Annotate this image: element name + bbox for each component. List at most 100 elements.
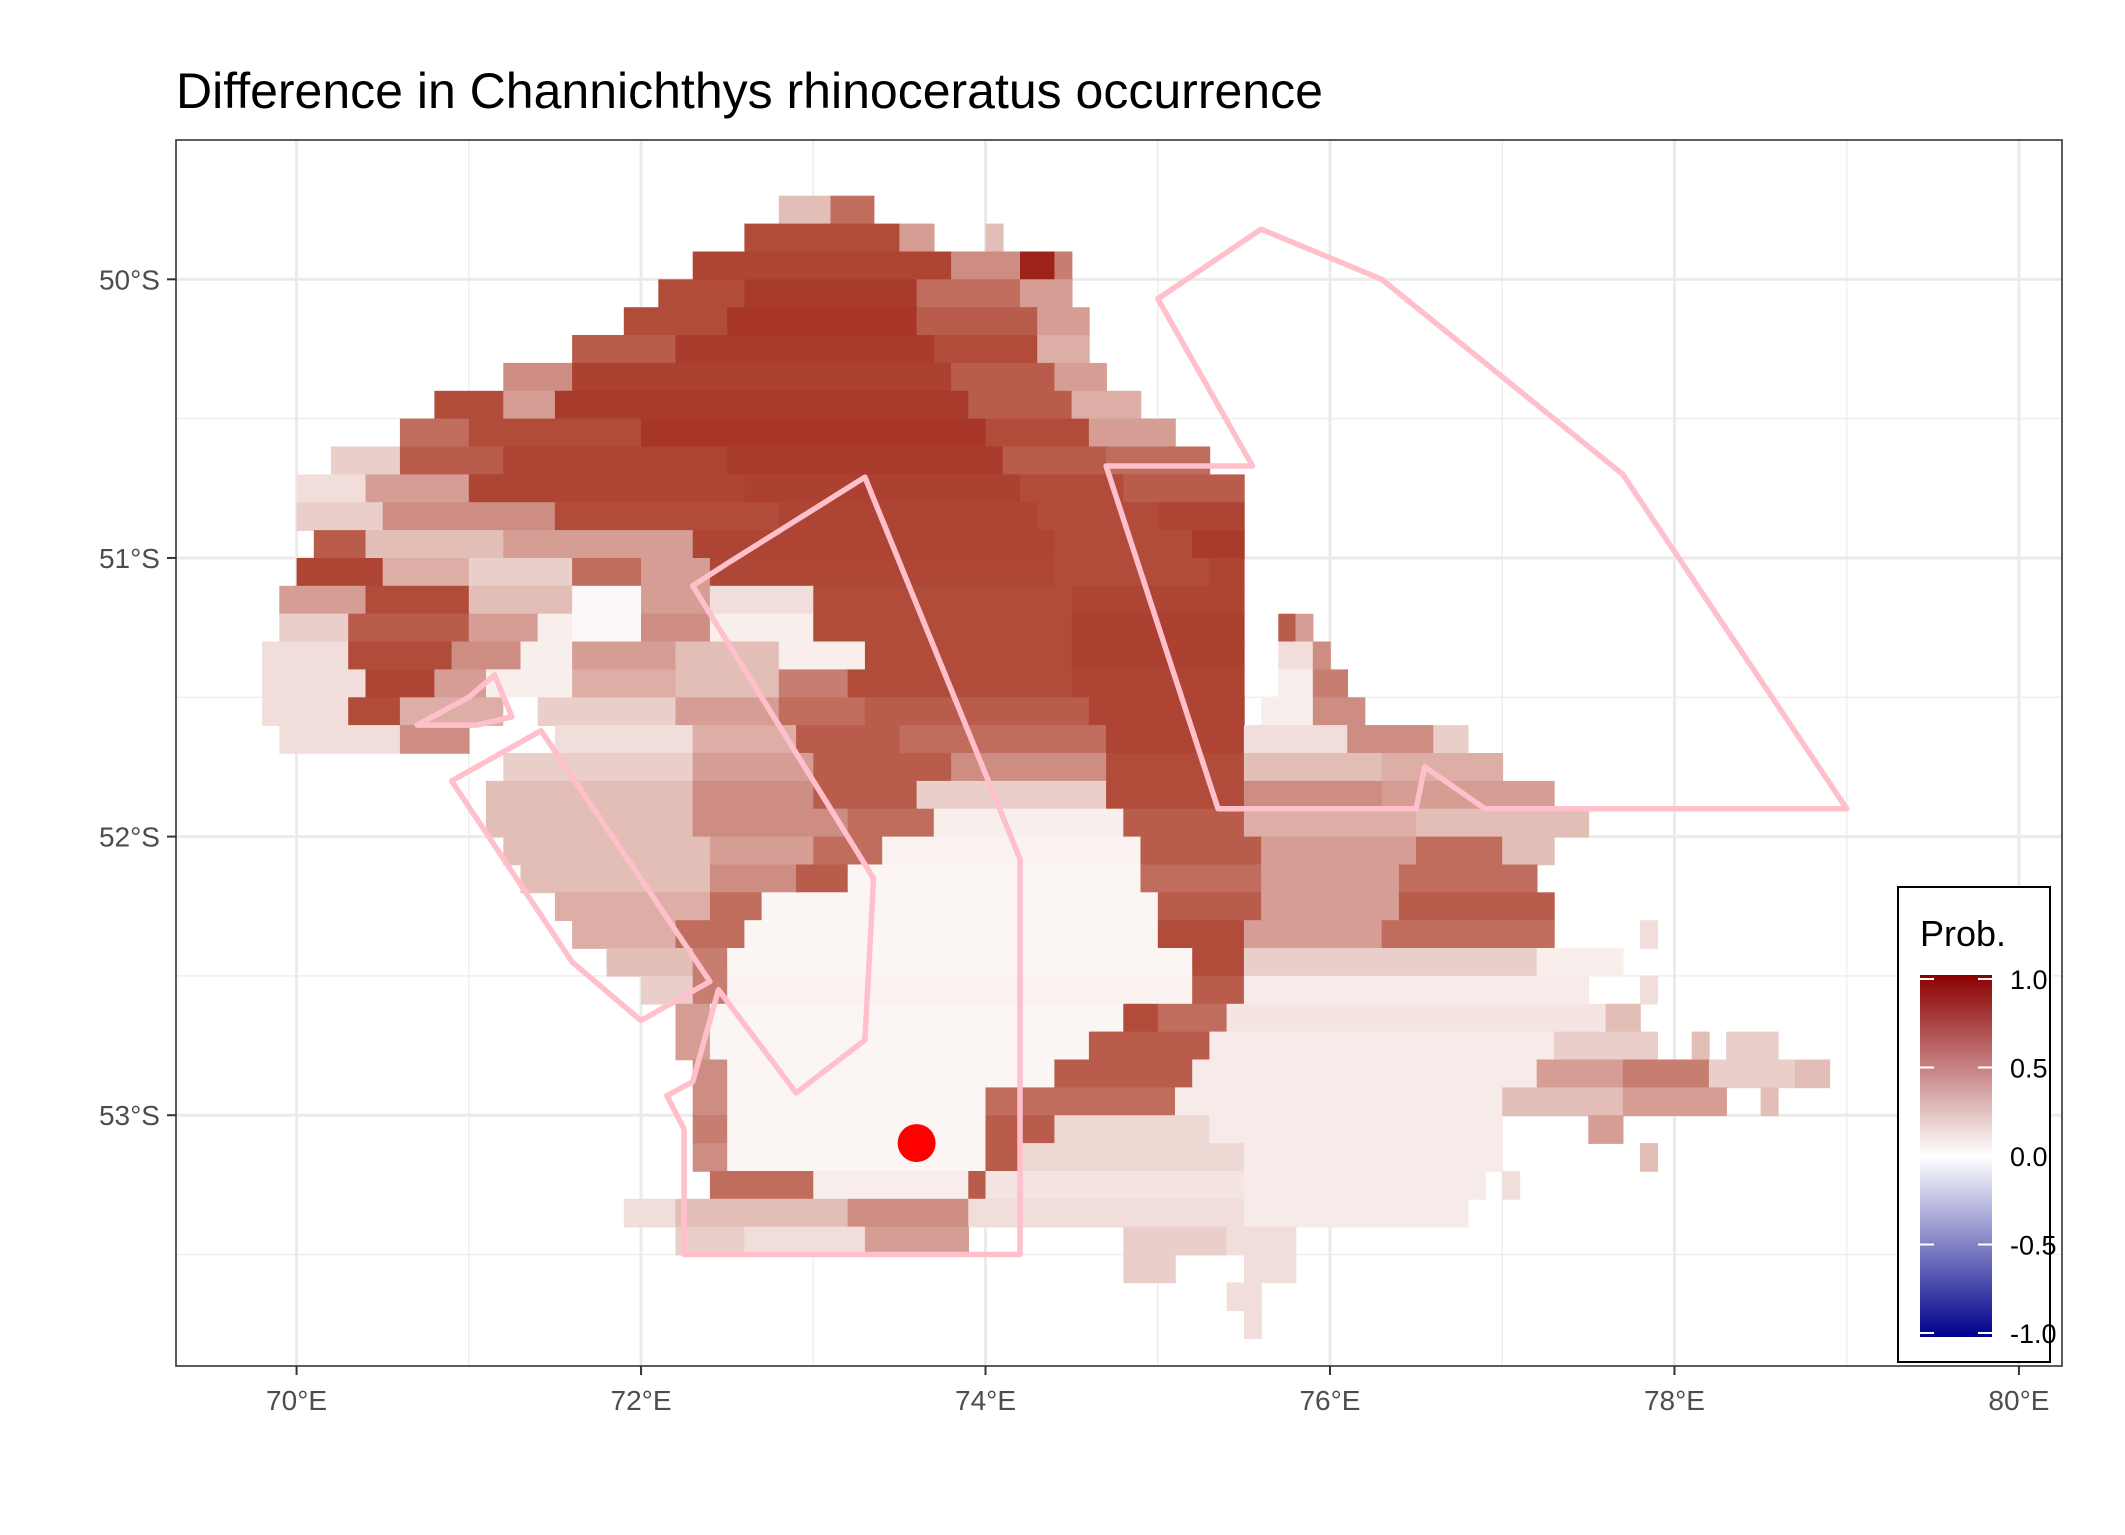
raster-cell [744, 920, 1159, 949]
raster-cell [1054, 251, 1073, 281]
raster-cell [1071, 669, 1245, 699]
raster-cell [1226, 1003, 1607, 1033]
raster-cell [468, 558, 573, 587]
raster-cell [554, 502, 780, 531]
raster-cell [262, 641, 349, 671]
raster-cell [744, 223, 901, 253]
raster-cell [968, 1198, 1245, 1228]
raster-cell [606, 948, 694, 977]
raster-cell [1192, 948, 1245, 977]
raster-cell [1433, 725, 1469, 754]
raster-cell [933, 335, 1038, 364]
raster-cell [1416, 836, 1503, 866]
raster-cell [727, 446, 1004, 476]
x-tick-label: 74°E [955, 1385, 1016, 1416]
raster-cell [279, 725, 401, 754]
raster-cell [1278, 669, 1314, 699]
raster-cell [1140, 836, 1262, 866]
raster-cell [1398, 892, 1555, 921]
raster-cell [1020, 251, 1056, 281]
raster-cell [1691, 1031, 1710, 1061]
raster-cell [778, 697, 866, 726]
raster-cell [296, 474, 367, 504]
raster-cell [968, 390, 1073, 420]
raster-cell [1054, 530, 1193, 559]
x-tick-label: 80°E [1988, 1385, 2049, 1416]
raster-cell [1622, 1059, 1710, 1089]
raster-cell [1123, 474, 1245, 504]
x-tick-label: 72°E [611, 1385, 672, 1416]
raster-cell [641, 975, 694, 1005]
raster-cell [727, 1087, 987, 1117]
raster-cell [1622, 1087, 1727, 1117]
raster-cell [1261, 864, 1400, 894]
raster-cell [503, 530, 694, 559]
raster-cell [968, 1171, 987, 1200]
y-tick-label: 53°S [99, 1100, 160, 1131]
raster-cell [830, 195, 875, 225]
raster-cell [1123, 1254, 1176, 1284]
raster-cell [279, 613, 349, 643]
panel-border [175, 139, 2063, 1367]
raster-cell [451, 641, 522, 671]
legend-title: Prob. [1920, 913, 2006, 954]
raster-cell [1588, 1115, 1624, 1144]
raster-cell [503, 446, 728, 476]
y-axis: 50°S 51°S 52°S 53°S [99, 264, 176, 1131]
raster-cell [1020, 474, 1125, 504]
raster-cell [916, 279, 1021, 308]
raster-cell [331, 446, 401, 476]
raster-cell [262, 669, 367, 699]
raster-cell [1106, 780, 1245, 810]
raster-cell [813, 1171, 970, 1200]
raster-cell [675, 335, 935, 364]
raster-cell [348, 697, 401, 726]
management-area-outline [448, 727, 713, 1024]
raster-cell [1312, 697, 1366, 726]
raster-cell [468, 474, 746, 504]
raster-cell [1123, 1003, 1159, 1033]
raster-cell [1640, 1143, 1658, 1172]
raster-cell [744, 279, 918, 308]
raster-cell [813, 585, 1073, 615]
raster-cell [847, 1198, 970, 1228]
raster-cell [1243, 1143, 1504, 1172]
x-tick-label: 76°E [1299, 1385, 1360, 1416]
raster-cell [1192, 1059, 1538, 1089]
raster-cell [1192, 530, 1245, 559]
raster-cell [1054, 1115, 1211, 1144]
raster-cell [951, 251, 1021, 281]
raster-cell [572, 335, 677, 364]
x-tick-label: 78°E [1644, 1385, 1705, 1416]
raster-cell [709, 1031, 1090, 1061]
raster-cell [1243, 1254, 1297, 1284]
raster-cell [1605, 1003, 1641, 1033]
raster-cell [1502, 1171, 1521, 1200]
raster-cell [899, 725, 1107, 754]
raster-cell [899, 223, 935, 253]
raster-cell [692, 1087, 728, 1117]
raster-cell [847, 864, 1142, 894]
raster-cell [709, 836, 814, 866]
raster-cell [1020, 1143, 1245, 1172]
raster-cell [1037, 307, 1090, 336]
raster-cell [572, 585, 642, 615]
raster-cell [727, 307, 918, 336]
raster-cell [1243, 975, 1590, 1005]
raster-cell [778, 669, 849, 699]
raster-cell [1243, 1198, 1469, 1228]
raster-cell [1157, 502, 1245, 531]
raster-cell [262, 697, 349, 726]
raster-cell [1192, 975, 1245, 1005]
raster-cell [572, 920, 677, 949]
raster-cell [864, 641, 1073, 671]
raster-cell [434, 390, 505, 420]
raster-cell [675, 1198, 849, 1228]
raster-cell [1037, 335, 1090, 364]
raster-cell [813, 753, 952, 782]
raster-cell [933, 808, 1125, 838]
raster-cell [709, 864, 797, 894]
raster-cell [537, 613, 573, 643]
y-tick-label: 51°S [99, 543, 160, 574]
raster-cell [985, 1143, 1021, 1172]
